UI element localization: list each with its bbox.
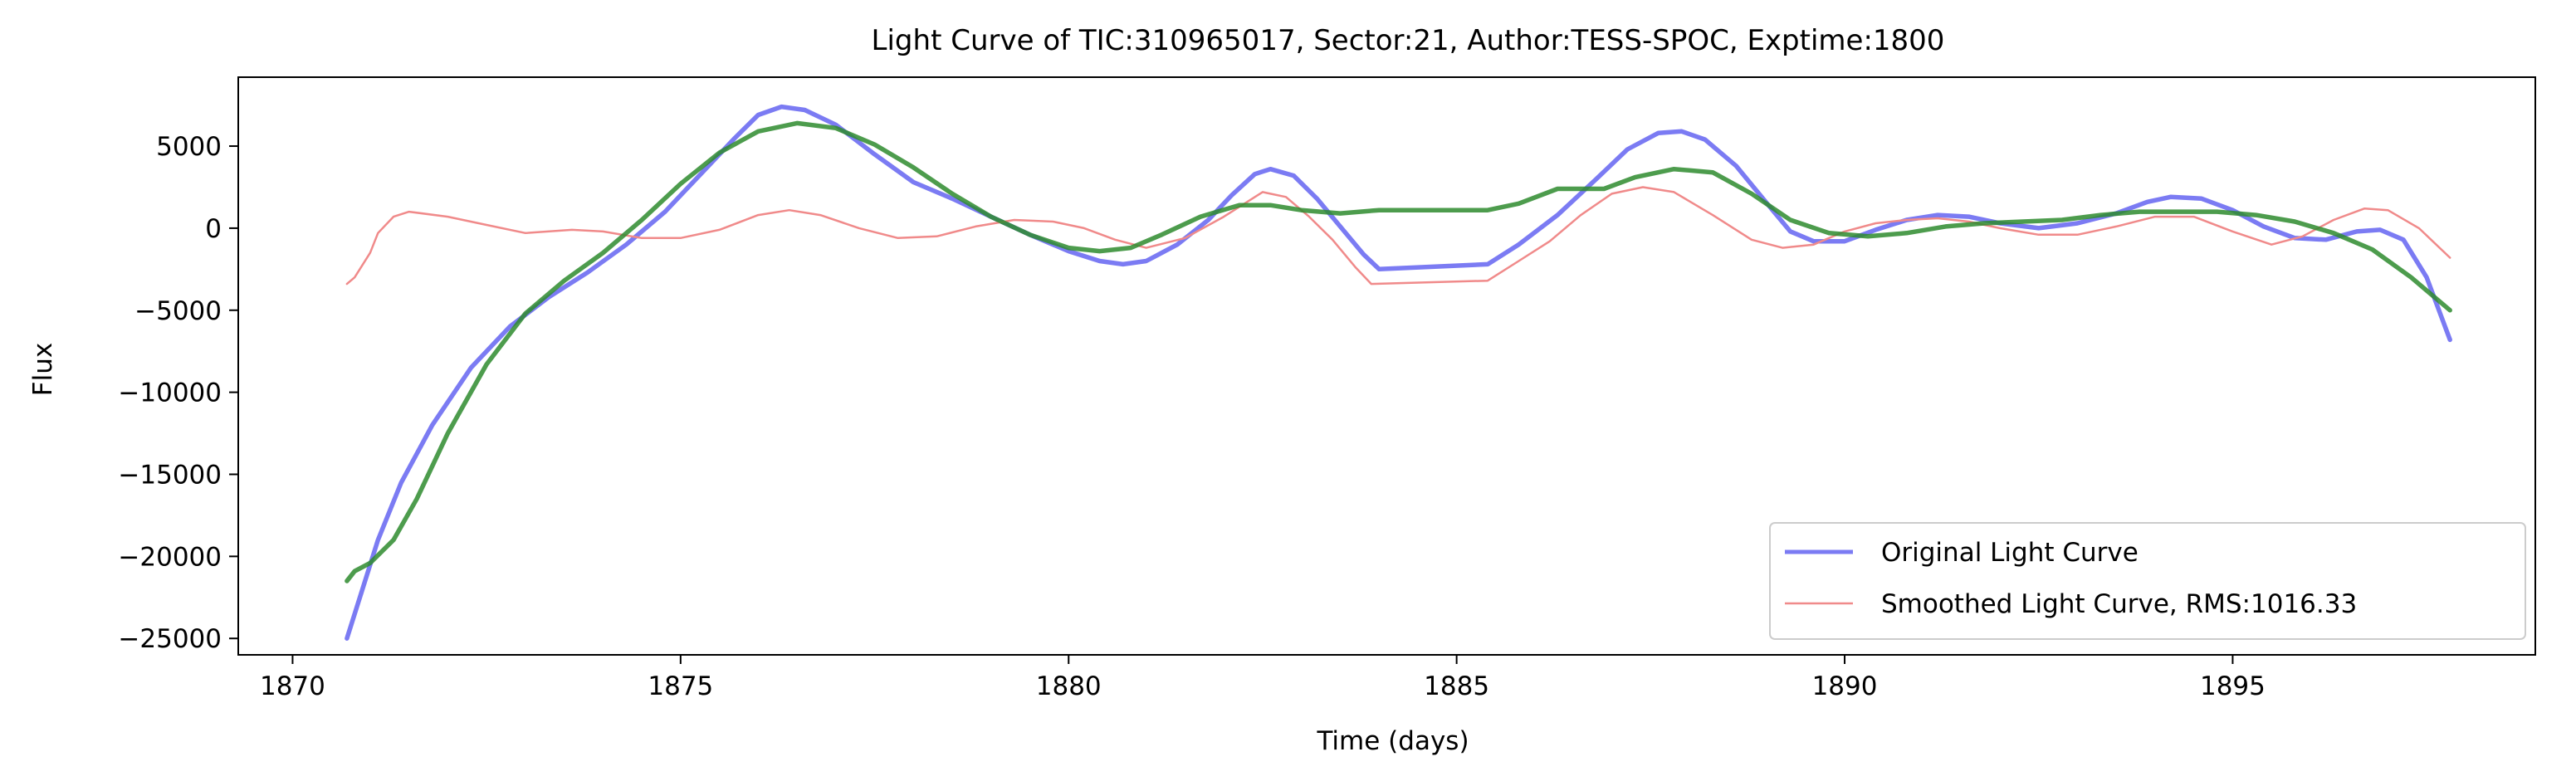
y-axis: −25000 −20000 −15000 −10000 −5000 0 5000 <box>118 132 238 654</box>
y-axis-label: Flux <box>28 343 58 396</box>
y-tick-label: −20000 <box>118 542 222 572</box>
y-tick-label: −10000 <box>118 378 222 408</box>
legend-label-smoothed: Smoothed Light Curve, RMS:1016.33 <box>1881 589 2357 619</box>
y-tick-label: 0 <box>205 214 222 244</box>
y-tick-label: 5000 <box>156 132 222 162</box>
axes-frame <box>237 76 2536 656</box>
series-line-original <box>345 104 2452 641</box>
x-tick-label: 1880 <box>1036 671 1102 701</box>
chart-title: Light Curve of TIC:310965017, Sector:21,… <box>872 24 1945 57</box>
x-tick-label: 1890 <box>1812 671 1878 701</box>
plot-area <box>237 76 2536 656</box>
x-tick-label: 1885 <box>1424 671 1489 701</box>
x-tick-label: 1875 <box>648 671 713 701</box>
y-tick-label: −15000 <box>118 461 222 491</box>
legend-box <box>1769 522 2526 640</box>
y-tick-label: −25000 <box>118 624 222 654</box>
x-axis-label: Time (days) <box>1316 726 1469 756</box>
y-tick-label: −5000 <box>134 296 222 326</box>
series-layer <box>345 104 2452 641</box>
x-tick-label: 1895 <box>2200 671 2266 701</box>
legend-label-original: Original Light Curve <box>1881 538 2139 568</box>
x-axis: 1870 1875 1880 1885 1890 1895 <box>260 655 2266 701</box>
x-tick-label: 1870 <box>260 671 325 701</box>
legend: Original Light Curve Smoothed Light Curv… <box>1769 522 2526 640</box>
series-line-fit <box>345 120 2452 583</box>
